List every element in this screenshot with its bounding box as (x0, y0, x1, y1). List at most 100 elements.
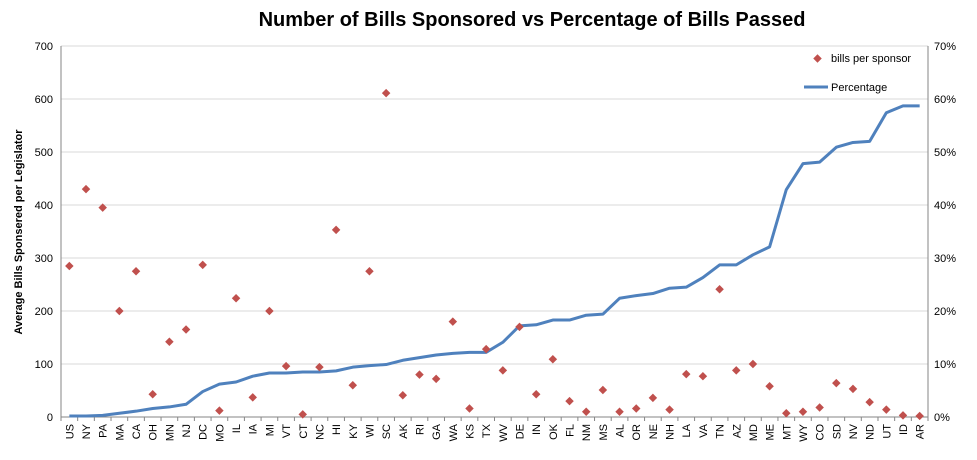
bills-point (131, 267, 141, 276)
bills-point (498, 366, 508, 375)
bills-point (465, 404, 474, 413)
bills-point (598, 385, 608, 395)
x-tick-label: KY (348, 423, 360, 438)
bills-point (698, 371, 708, 381)
bills-point (415, 370, 424, 379)
x-tick-label: RI (414, 424, 426, 435)
right-tick-label: 20% (934, 306, 956, 318)
x-tick-label: NY (81, 423, 93, 439)
x-tick-label: MT (781, 424, 793, 440)
bills-point (832, 378, 841, 388)
right-tick-label: 70% (934, 41, 956, 53)
bills-point (615, 407, 624, 416)
bills-point (548, 354, 558, 364)
bills-point (115, 306, 124, 316)
x-tick-label: NM (581, 424, 593, 441)
x-tick-label: KS (464, 424, 476, 439)
x-tick-label: CT (298, 424, 310, 439)
bills-point (231, 294, 241, 303)
bills-point (98, 203, 107, 212)
bills-point (281, 361, 291, 371)
right-tick-label: 10% (934, 359, 956, 371)
bills-point (248, 393, 257, 402)
legend-label-bills: bills per sponsor (831, 53, 911, 65)
bills-point (648, 393, 658, 403)
right-tick-label: 50% (934, 147, 956, 159)
right-tick-label: 0% (934, 412, 950, 424)
x-tick-label: MI (264, 424, 276, 436)
legend-marker-bills (813, 54, 822, 63)
x-tick-label: IN (531, 424, 543, 435)
bills-point (81, 184, 91, 194)
x-tick-label: AR (915, 424, 927, 439)
x-tick-label: WA (448, 423, 460, 441)
bills-point (398, 391, 408, 400)
x-tick-label: AZ (731, 424, 743, 438)
bills-point (148, 389, 157, 399)
x-tick-label: TX (481, 423, 493, 438)
bills-point (365, 267, 374, 276)
x-tick-label: NJ (181, 424, 193, 437)
x-tick-label: MS (598, 424, 610, 441)
bills-point (215, 406, 224, 415)
bills-point (732, 366, 741, 375)
bills-point (915, 411, 924, 421)
bills-point (681, 369, 691, 379)
x-tick-label: NE (648, 424, 660, 439)
bills-point (581, 407, 591, 416)
x-tick-label: DE (515, 424, 527, 439)
bills-point (265, 306, 274, 316)
bills-point (748, 359, 758, 369)
x-tick-label: CA (131, 423, 143, 439)
bills-point (882, 405, 891, 414)
bills-point (448, 317, 458, 326)
bills-point (481, 344, 491, 354)
x-tick-label: WI (364, 424, 376, 437)
x-tick-label: UT (881, 424, 893, 439)
chart-title: Number of Bills Sponsored vs Percentage … (259, 9, 806, 31)
x-tick-label: NV (848, 423, 860, 439)
x-tick-label: MN (164, 424, 176, 441)
bills-point (381, 88, 391, 98)
x-tick-label: ID (898, 424, 910, 435)
right-tick-label: 60% (934, 94, 956, 106)
percentage-series (69, 104, 920, 418)
x-tick-label: PA (98, 423, 110, 438)
x-tick-label: NC (314, 424, 326, 440)
x-tick-label: SC (381, 424, 393, 439)
bills-point (348, 380, 358, 390)
bills-point (898, 411, 908, 420)
bills-point (331, 225, 341, 235)
bills-point (665, 405, 674, 414)
x-tick-label: VT (281, 424, 293, 438)
x-tick-label: WV (498, 423, 510, 441)
x-tick-label: LA (681, 423, 693, 437)
x-tick-label: OK (548, 423, 560, 440)
left-tick-label: 700 (35, 41, 53, 53)
x-tick-label: WY (798, 423, 810, 441)
gridlines (60, 45, 929, 418)
x-tick-label: VA (698, 423, 710, 438)
x-tick-label: US (64, 424, 76, 439)
right-tick-label: 30% (934, 253, 956, 265)
left-tick-label: 300 (35, 253, 53, 265)
x-tick-label: NH (665, 424, 677, 440)
right-tick-label: 40% (934, 200, 956, 212)
bills-point (165, 337, 174, 346)
x-tick-label: ME (765, 424, 777, 441)
percentage-line (69, 104, 920, 418)
x-tick-label: IA (248, 423, 260, 434)
x-tick-label: MD (748, 424, 760, 441)
x-tick-label: AK (398, 423, 410, 438)
bills-point (782, 409, 791, 418)
legend: bills per sponsor Percentage (804, 53, 911, 94)
bills-point (631, 404, 641, 413)
x-tick-label: TN (715, 424, 727, 439)
x-tick-label: MO (214, 424, 226, 442)
bills-point (865, 397, 874, 407)
left-tick-label: 200 (35, 306, 53, 318)
bills-point (715, 285, 724, 294)
x-tick-label: MA (114, 423, 126, 440)
bills-point (798, 407, 808, 416)
